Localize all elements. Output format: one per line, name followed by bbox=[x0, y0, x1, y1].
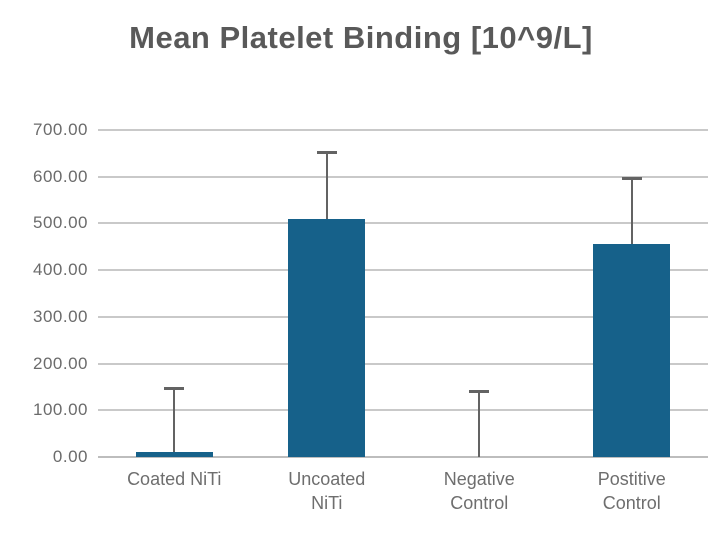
y-tick-label: 600.00 bbox=[33, 166, 88, 186]
y-tick-label: 300.00 bbox=[33, 306, 88, 326]
x-tick-label: Uncoated NiTi bbox=[288, 469, 366, 513]
error-cap bbox=[621, 177, 642, 181]
error-whisker bbox=[325, 153, 328, 219]
error-whisker bbox=[478, 391, 481, 457]
y-tick-label: 400.00 bbox=[33, 260, 88, 280]
chart-title: Mean Platelet Binding [10^9/L] bbox=[129, 20, 593, 55]
gridline bbox=[98, 362, 708, 365]
bar-uncoated-niti bbox=[288, 218, 366, 457]
y-tick-label: 0.00 bbox=[52, 447, 88, 466]
x-tick-label: Coated NiTi bbox=[127, 469, 222, 489]
x-tick-label: Negative Control bbox=[443, 469, 515, 513]
plot-area bbox=[98, 129, 708, 458]
gridline bbox=[98, 269, 708, 272]
error-cap bbox=[164, 387, 185, 391]
bar-coated-niti bbox=[135, 452, 213, 457]
y-tick-label: 500.00 bbox=[33, 213, 88, 233]
gridline bbox=[98, 129, 708, 131]
error-whisker bbox=[630, 179, 633, 245]
y-tick-label: 200.00 bbox=[33, 353, 88, 373]
gridline bbox=[98, 409, 708, 412]
y-axis: 0.00 100.00 200.00 300.00 400.00 500.00 600.00… bbox=[0, 121, 88, 466]
y-tick-label: 700.00 bbox=[33, 120, 88, 139]
gridline bbox=[98, 456, 708, 458]
error-cap bbox=[469, 389, 490, 393]
y-tick-label: 100.00 bbox=[33, 400, 88, 420]
gridline bbox=[98, 175, 708, 178]
error-whisker bbox=[173, 389, 176, 453]
bar-postitive-control bbox=[593, 244, 671, 457]
gridline bbox=[98, 222, 708, 225]
x-tick-label: Postitive Control bbox=[597, 469, 666, 513]
x-axis: Coated NiTi Uncoated NiTi Negative Control Po… bbox=[98, 467, 708, 515]
gridline bbox=[98, 315, 708, 318]
error-cap bbox=[316, 151, 337, 155]
